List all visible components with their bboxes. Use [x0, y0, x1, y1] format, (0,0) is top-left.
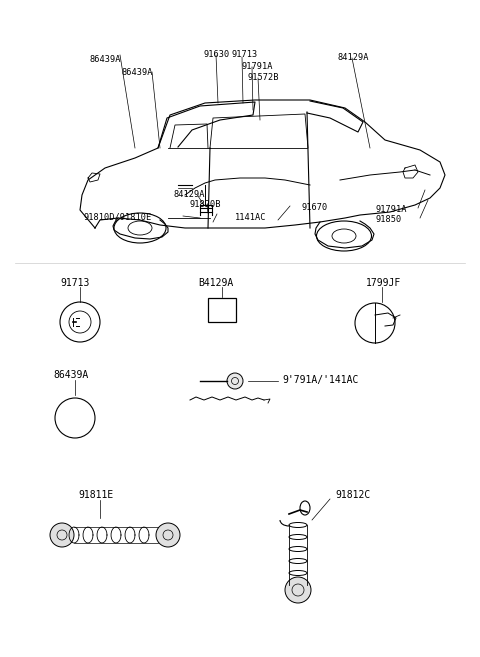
Text: 91791A: 91791A [375, 205, 407, 214]
Text: 1141AC: 1141AC [235, 213, 266, 222]
Text: 1799JF: 1799JF [366, 278, 401, 288]
Text: 91791A: 91791A [242, 62, 274, 71]
Text: 84129A: 84129A [173, 190, 204, 199]
Text: 86439A: 86439A [53, 370, 88, 380]
Text: 91572B: 91572B [248, 73, 279, 82]
Text: B4129A: B4129A [198, 278, 233, 288]
Text: 91713: 91713 [60, 278, 89, 288]
Bar [208, 298, 236, 322]
Text: 91811E: 91811E [78, 490, 113, 500]
Text: 91670: 91670 [302, 203, 328, 212]
Text: 86439A: 86439A [90, 55, 121, 64]
Circle shape [50, 523, 74, 547]
Text: 91810D/91810E: 91810D/91810E [83, 213, 151, 222]
Text: 91713: 91713 [231, 50, 257, 59]
Text: 91850: 91850 [375, 215, 401, 224]
Circle shape [227, 373, 243, 389]
Text: 9'791A/'141AC: 9'791A/'141AC [282, 375, 359, 385]
Circle shape [156, 523, 180, 547]
Circle shape [285, 577, 311, 603]
Text: 91812C: 91812C [335, 490, 370, 500]
Text: 91820B: 91820B [190, 200, 221, 209]
Text: 91630: 91630 [204, 50, 230, 59]
Text: 84129A: 84129A [338, 53, 370, 62]
Text: 86439A: 86439A [122, 68, 154, 77]
